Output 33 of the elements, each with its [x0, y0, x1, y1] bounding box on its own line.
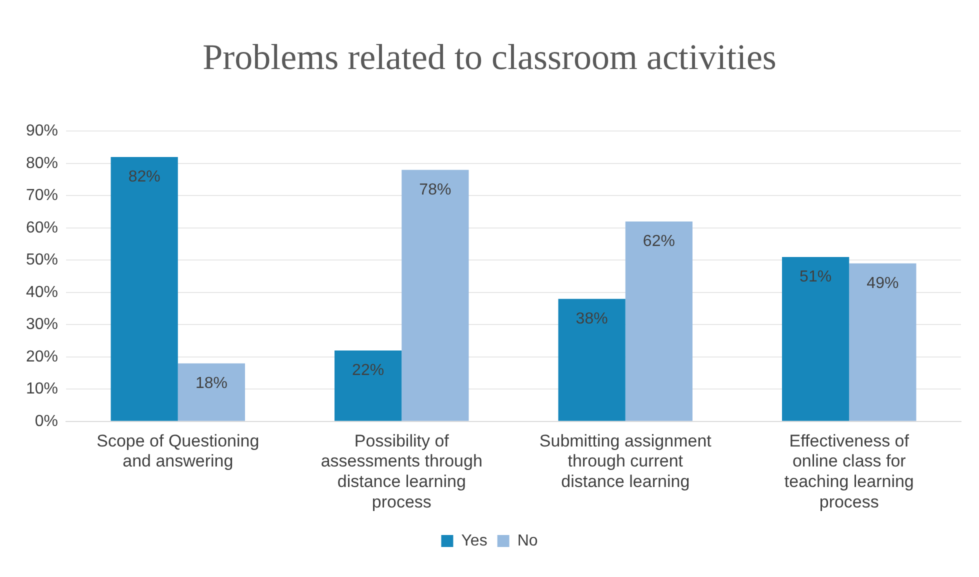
- data-label: 18%: [195, 374, 228, 392]
- data-label: 22%: [352, 362, 384, 379]
- data-label: 62%: [642, 232, 675, 250]
- y-tick-label: 80%: [26, 154, 58, 172]
- bar: [402, 170, 469, 421]
- bar: [178, 363, 246, 421]
- x-tick-label: Possibility of assessments through distance learning process: [320, 431, 482, 512]
- data-label: 78%: [419, 181, 452, 198]
- x-tick-label: Effectiveness of online class for teaching learning process: [784, 431, 914, 512]
- data-label: 82%: [128, 168, 160, 186]
- data-label: 38%: [576, 310, 608, 328]
- bar: [558, 298, 626, 421]
- chart-title: Problems related to classroom activities: [202, 37, 776, 78]
- y-tick-label: 50%: [26, 252, 58, 269]
- bar: [782, 256, 850, 421]
- y-tick-label: 20%: [26, 348, 58, 366]
- y-tick-label: 10%: [26, 380, 58, 398]
- x-tick-label: Scope of Questioning and answering: [96, 431, 260, 471]
- y-tick-label: 90%: [26, 122, 58, 140]
- bar: [334, 350, 402, 421]
- x-tick-label: Submitting assignment through current distance learning: [539, 431, 712, 492]
- bar: [110, 156, 178, 421]
- bar: [849, 263, 916, 421]
- legend-label: No: [517, 532, 538, 550]
- y-tick-label: 70%: [26, 187, 58, 204]
- y-tick-label: 30%: [26, 316, 58, 334]
- y-tick-label: 40%: [26, 284, 58, 301]
- bar: [625, 221, 693, 421]
- legend-label: Yes: [461, 532, 488, 550]
- data-label: 51%: [800, 268, 832, 286]
- y-tick-label: 0%: [34, 412, 58, 430]
- y-tick-label: 60%: [26, 219, 58, 236]
- data-label: 49%: [866, 274, 899, 292]
